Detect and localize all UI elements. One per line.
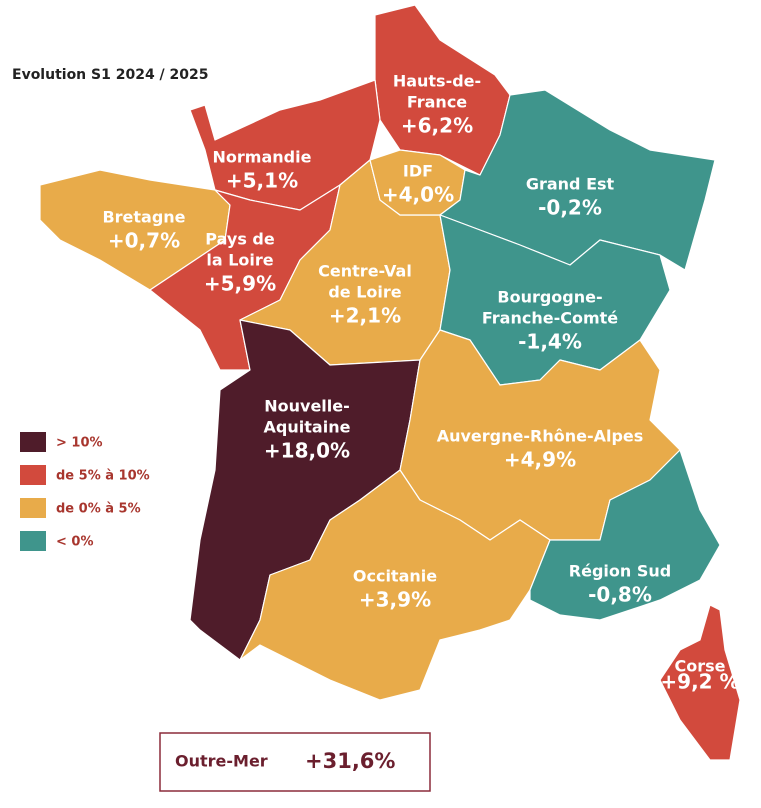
- legend-label: > 10%: [56, 436, 103, 451]
- region-name: Auvergne-Rhône-Alpes: [437, 427, 644, 446]
- region-value: +5,9%: [204, 272, 276, 296]
- legend-swatch: [20, 498, 46, 518]
- outre-mer-value: +31,6%: [305, 749, 395, 773]
- region-name: Nouvelle-: [264, 397, 350, 416]
- region-value: -1,4%: [518, 330, 582, 354]
- region-name: France: [407, 93, 467, 112]
- outre-mer-box: [159, 732, 431, 792]
- region-name: Corse: [675, 657, 726, 676]
- region-value: -0,8%: [588, 583, 652, 607]
- region-name: Aquitaine: [264, 418, 351, 437]
- region-value: -0,2%: [538, 196, 602, 220]
- region-name: Bretagne: [102, 208, 185, 227]
- region-value: +18,0%: [264, 439, 350, 463]
- legend-swatch: [20, 465, 46, 485]
- legend-swatch: [20, 432, 46, 452]
- region-name: Pays de: [205, 230, 275, 249]
- region-value: +6,2%: [401, 114, 473, 138]
- region-value: +5,1%: [226, 169, 298, 193]
- outre-mer-name: Outre-Mer: [175, 752, 268, 771]
- legend-label: < 0%: [56, 535, 94, 550]
- region-name: Occitanie: [353, 567, 437, 586]
- legend-label: de 0% à 5%: [56, 502, 141, 517]
- region-name: Grand Est: [526, 175, 615, 194]
- region-name: Région Sud: [569, 562, 671, 581]
- region-shape: [529, 449, 721, 621]
- region-value: +4,9%: [504, 448, 576, 472]
- region-name: Franche-Comté: [482, 309, 618, 328]
- legend-label: de 5% à 10%: [56, 469, 150, 484]
- region-shape: [659, 604, 741, 761]
- region-value: +9,2 %: [660, 670, 739, 694]
- region-name: de Loire: [328, 283, 401, 302]
- region-value: +4,0%: [382, 183, 454, 207]
- region-name: IDF: [403, 162, 433, 181]
- region-value: +2,1%: [329, 304, 401, 328]
- map-title: Evolution S1 2024 / 2025: [12, 67, 209, 83]
- region-value: +0,7%: [108, 229, 180, 253]
- region-name: Normandie: [213, 148, 312, 167]
- legend-swatch: [20, 531, 46, 551]
- region-name: la Loire: [206, 251, 273, 270]
- region-name: Bourgogne-: [497, 288, 602, 307]
- region-name: Centre-Val: [318, 262, 412, 281]
- region-shape: [239, 469, 551, 701]
- region-value: +3,9%: [359, 588, 431, 612]
- region-name: Hauts-de-: [393, 72, 481, 91]
